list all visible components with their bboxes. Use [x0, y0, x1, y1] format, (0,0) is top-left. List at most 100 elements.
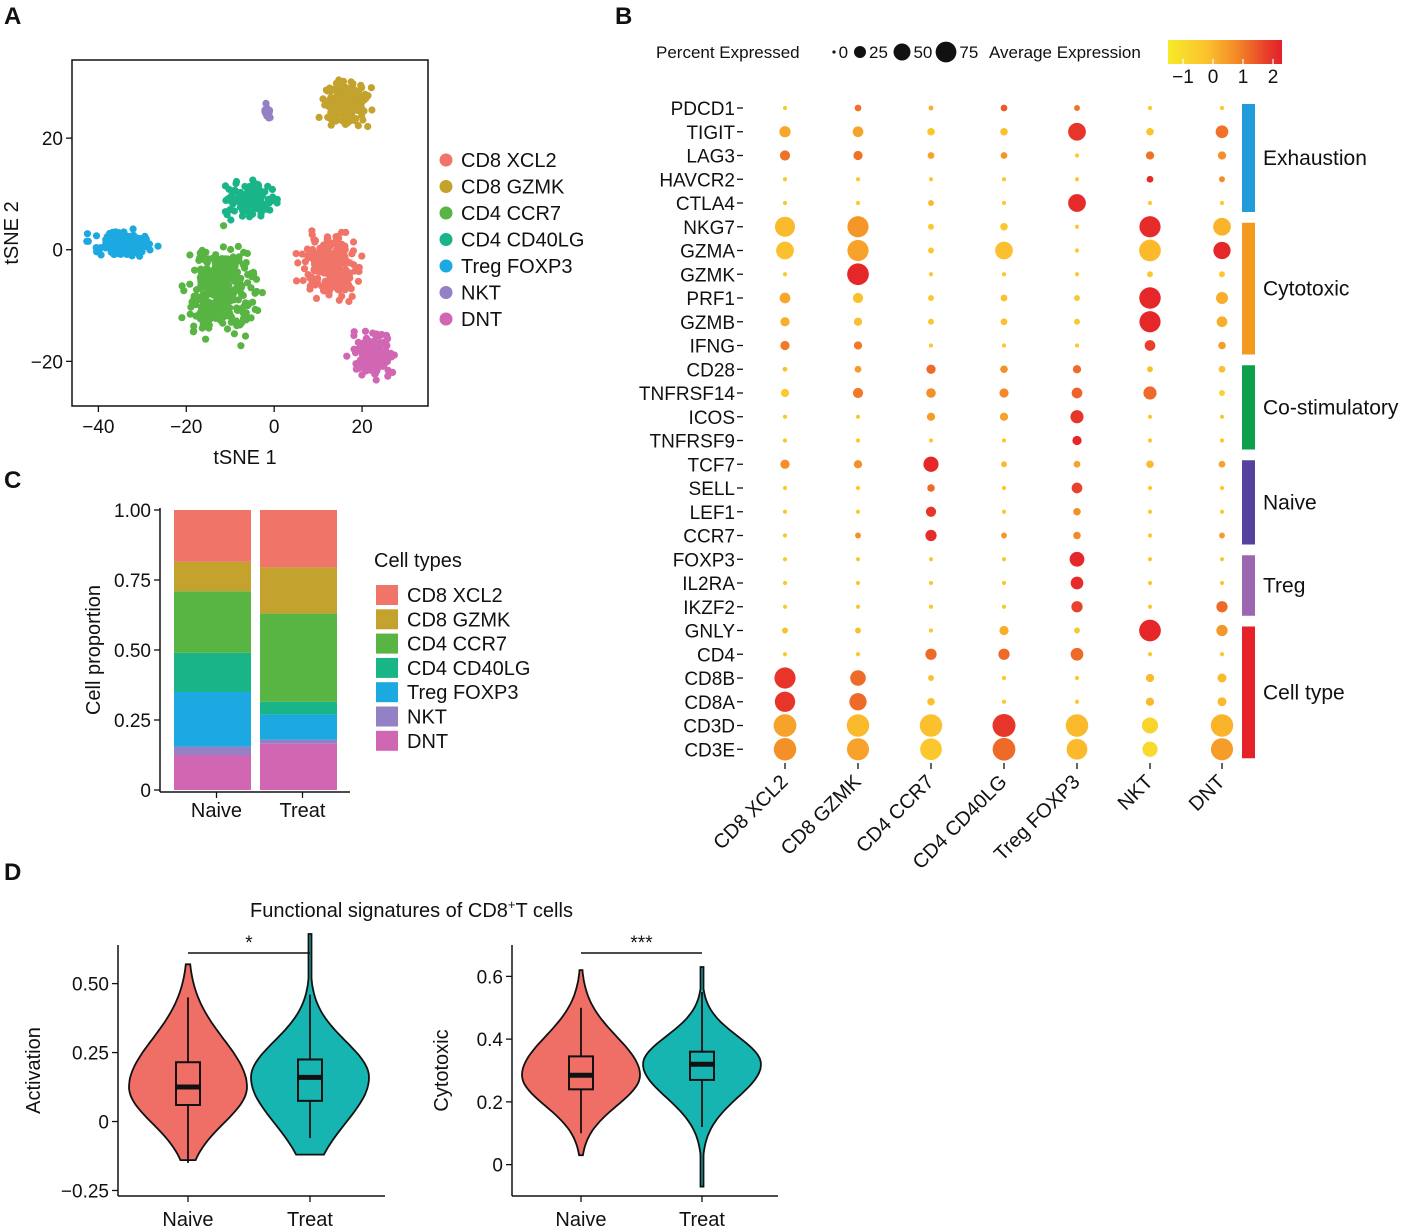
tsne-point-cd8-xcl2 [292, 277, 301, 285]
color-tick-label: 1 [1238, 67, 1249, 88]
bar-legend-label-nkt: NKT [407, 707, 447, 729]
tsne-point-cd8-xcl2 [318, 243, 326, 251]
dot-gzma-treg-foxp3 [1074, 248, 1080, 253]
gene-label-ctla4: CTLA4 [676, 194, 736, 215]
dot-prf1-cd8-gzmk [852, 292, 864, 304]
dot-nkg7-cd8-xcl2 [774, 216, 796, 237]
color-tick-label: 0 [1208, 67, 1219, 88]
dot-lag3-treg-foxp3 [1074, 153, 1080, 158]
dot-gnly-cd8-gzmk [855, 627, 861, 634]
dot-cd28-cd8-gzmk [854, 365, 862, 373]
tsne-point-cd4-cd40lg [236, 195, 244, 203]
dot-tnfrsf14-nkt [1143, 386, 1157, 400]
tsne-point-cd4-ccr7 [229, 253, 237, 261]
tsne-point-cd4-ccr7 [192, 292, 200, 300]
dot-ctla4-dnt [1219, 200, 1225, 206]
dot-lag3-nkt [1145, 151, 1155, 160]
bar-segment-naive-treg-foxp3 [174, 692, 251, 747]
bar-segment-treat-cd4-ccr7 [260, 613, 337, 702]
dot-tigit-cd4-ccr7 [927, 127, 935, 136]
tsne-point-cd8-gzmk [346, 107, 355, 115]
dot-gnly-cd4-ccr7 [928, 628, 934, 633]
tsne-point-cd4-ccr7 [234, 242, 242, 250]
tsne-point-cd8-xcl2 [309, 245, 317, 254]
dot-ccr7-cd8-gzmk [855, 532, 861, 539]
tsne-point-cd4-ccr7 [241, 332, 250, 340]
tsne-legend-label-treg-foxp3: Treg FOXP3 [461, 256, 573, 278]
tsne-point-cd8-gzmk [338, 103, 346, 111]
bar-segment-treat-dnt [260, 743, 337, 790]
gene-label-gzmb: GZMB [680, 313, 735, 334]
tsne-point-treg-foxp3 [83, 237, 91, 245]
dot-cd3e-nkt [1142, 741, 1158, 757]
tsne-legend-key-dnt [439, 312, 453, 326]
tsne-point-cd4-ccr7 [235, 253, 243, 261]
dot-cd8a-treg-foxp3 [1074, 699, 1080, 704]
size-legend-dot-25 [854, 46, 866, 58]
gene-label-cd8a: CD8A [684, 693, 735, 714]
dot-il2ra-treg-foxp3 [1070, 576, 1084, 590]
tsne-point-cd4-cd40lg [227, 216, 235, 224]
tsne-point-cd4-ccr7 [240, 248, 248, 256]
dot-il2ra-dnt [1219, 580, 1225, 586]
tsne-point-cd8-gzmk [358, 111, 366, 120]
dot-cd8a-dnt [1217, 697, 1227, 707]
violin-x-label-treat: Treat [287, 1209, 333, 1231]
dot-tnfrsf14-cd8-xcl2 [780, 388, 790, 398]
tsne-point-cd8-gzmk [333, 116, 341, 124]
tsne-point-dnt [384, 372, 392, 380]
dot-cd8b-cd4-ccr7 [928, 675, 934, 681]
size-legend-dot-50 [893, 43, 911, 61]
bar-segment-treat-treg-foxp3 [260, 714, 337, 740]
dot-ccr7-dnt [1219, 532, 1225, 539]
tsne-point-cd8-xcl2 [354, 277, 362, 285]
gene-label-cd28: CD28 [686, 360, 735, 381]
gene-label-sell: SELL [689, 479, 735, 500]
dot-tnfrsf9-cd8-xcl2 [782, 438, 788, 443]
dot-cd3d-cd8-gzmk [846, 714, 870, 737]
group-label-treg: Treg [1263, 575, 1305, 598]
tsne-point-dnt [363, 356, 371, 364]
dot-ifng-cd8-xcl2 [780, 340, 790, 351]
violin-x-label-naive: Naive [162, 1209, 213, 1231]
panel-label-d: D [4, 859, 21, 886]
color-tick-label: −1 [1172, 67, 1194, 88]
size-legend-label-0: 0 [839, 43, 848, 62]
dot-icos-cd4-cd40lg [999, 412, 1009, 421]
dot-pdcd1-cd4-ccr7 [928, 105, 934, 111]
tsne-point-treg-foxp3 [92, 232, 101, 240]
dot-cd8a-cd4-ccr7 [927, 697, 935, 706]
violin-body-treat [642, 966, 762, 1188]
tsne-point-dnt [350, 345, 358, 353]
tsne-point-cd8-xcl2 [343, 274, 351, 283]
tsne-point-cd4-ccr7 [237, 342, 245, 350]
dot-ikzf2-nkt [1147, 604, 1153, 609]
dot-cd3e-cd4-ccr7 [920, 738, 942, 761]
dot-gzmk-cd8-gzmk [847, 263, 869, 286]
dot-ifng-treg-foxp3 [1074, 343, 1080, 348]
dot-nkg7-cd8-gzmk [847, 216, 869, 238]
tsne-point-cd4-ccr7 [202, 335, 210, 343]
dot-lag3-cd8-gzmk [853, 150, 863, 161]
tsne-point-dnt [352, 360, 360, 368]
tsne-point-cd8-xcl2 [308, 227, 316, 235]
gene-label-cd4: CD4 [697, 645, 735, 666]
dot-lag3-cd4-cd40lg [1000, 152, 1008, 159]
violin-y-label: Activation [23, 1027, 45, 1114]
dot-havcr2-cd4-ccr7 [928, 177, 934, 182]
dot-tnfrsf9-nkt [1147, 438, 1153, 443]
dot-lef1-cd4-ccr7 [925, 506, 937, 517]
tsne-point-cd8-gzmk [315, 113, 323, 121]
tsne-point-cd8-gzmk [327, 87, 335, 95]
bar-y-tick-label: 0 [140, 781, 151, 802]
bar-y-label: Cell proportion [83, 585, 105, 715]
tsne-point-cd4-ccr7 [193, 286, 201, 294]
tsne-point-cd8-xcl2 [325, 261, 333, 269]
tsne-point-treg-foxp3 [115, 242, 123, 250]
tsne-point-cd4-cd40lg [250, 187, 258, 195]
column-label-dnt: DNT [1185, 771, 1230, 816]
tsne-y-tick-label: 20 [42, 129, 63, 150]
